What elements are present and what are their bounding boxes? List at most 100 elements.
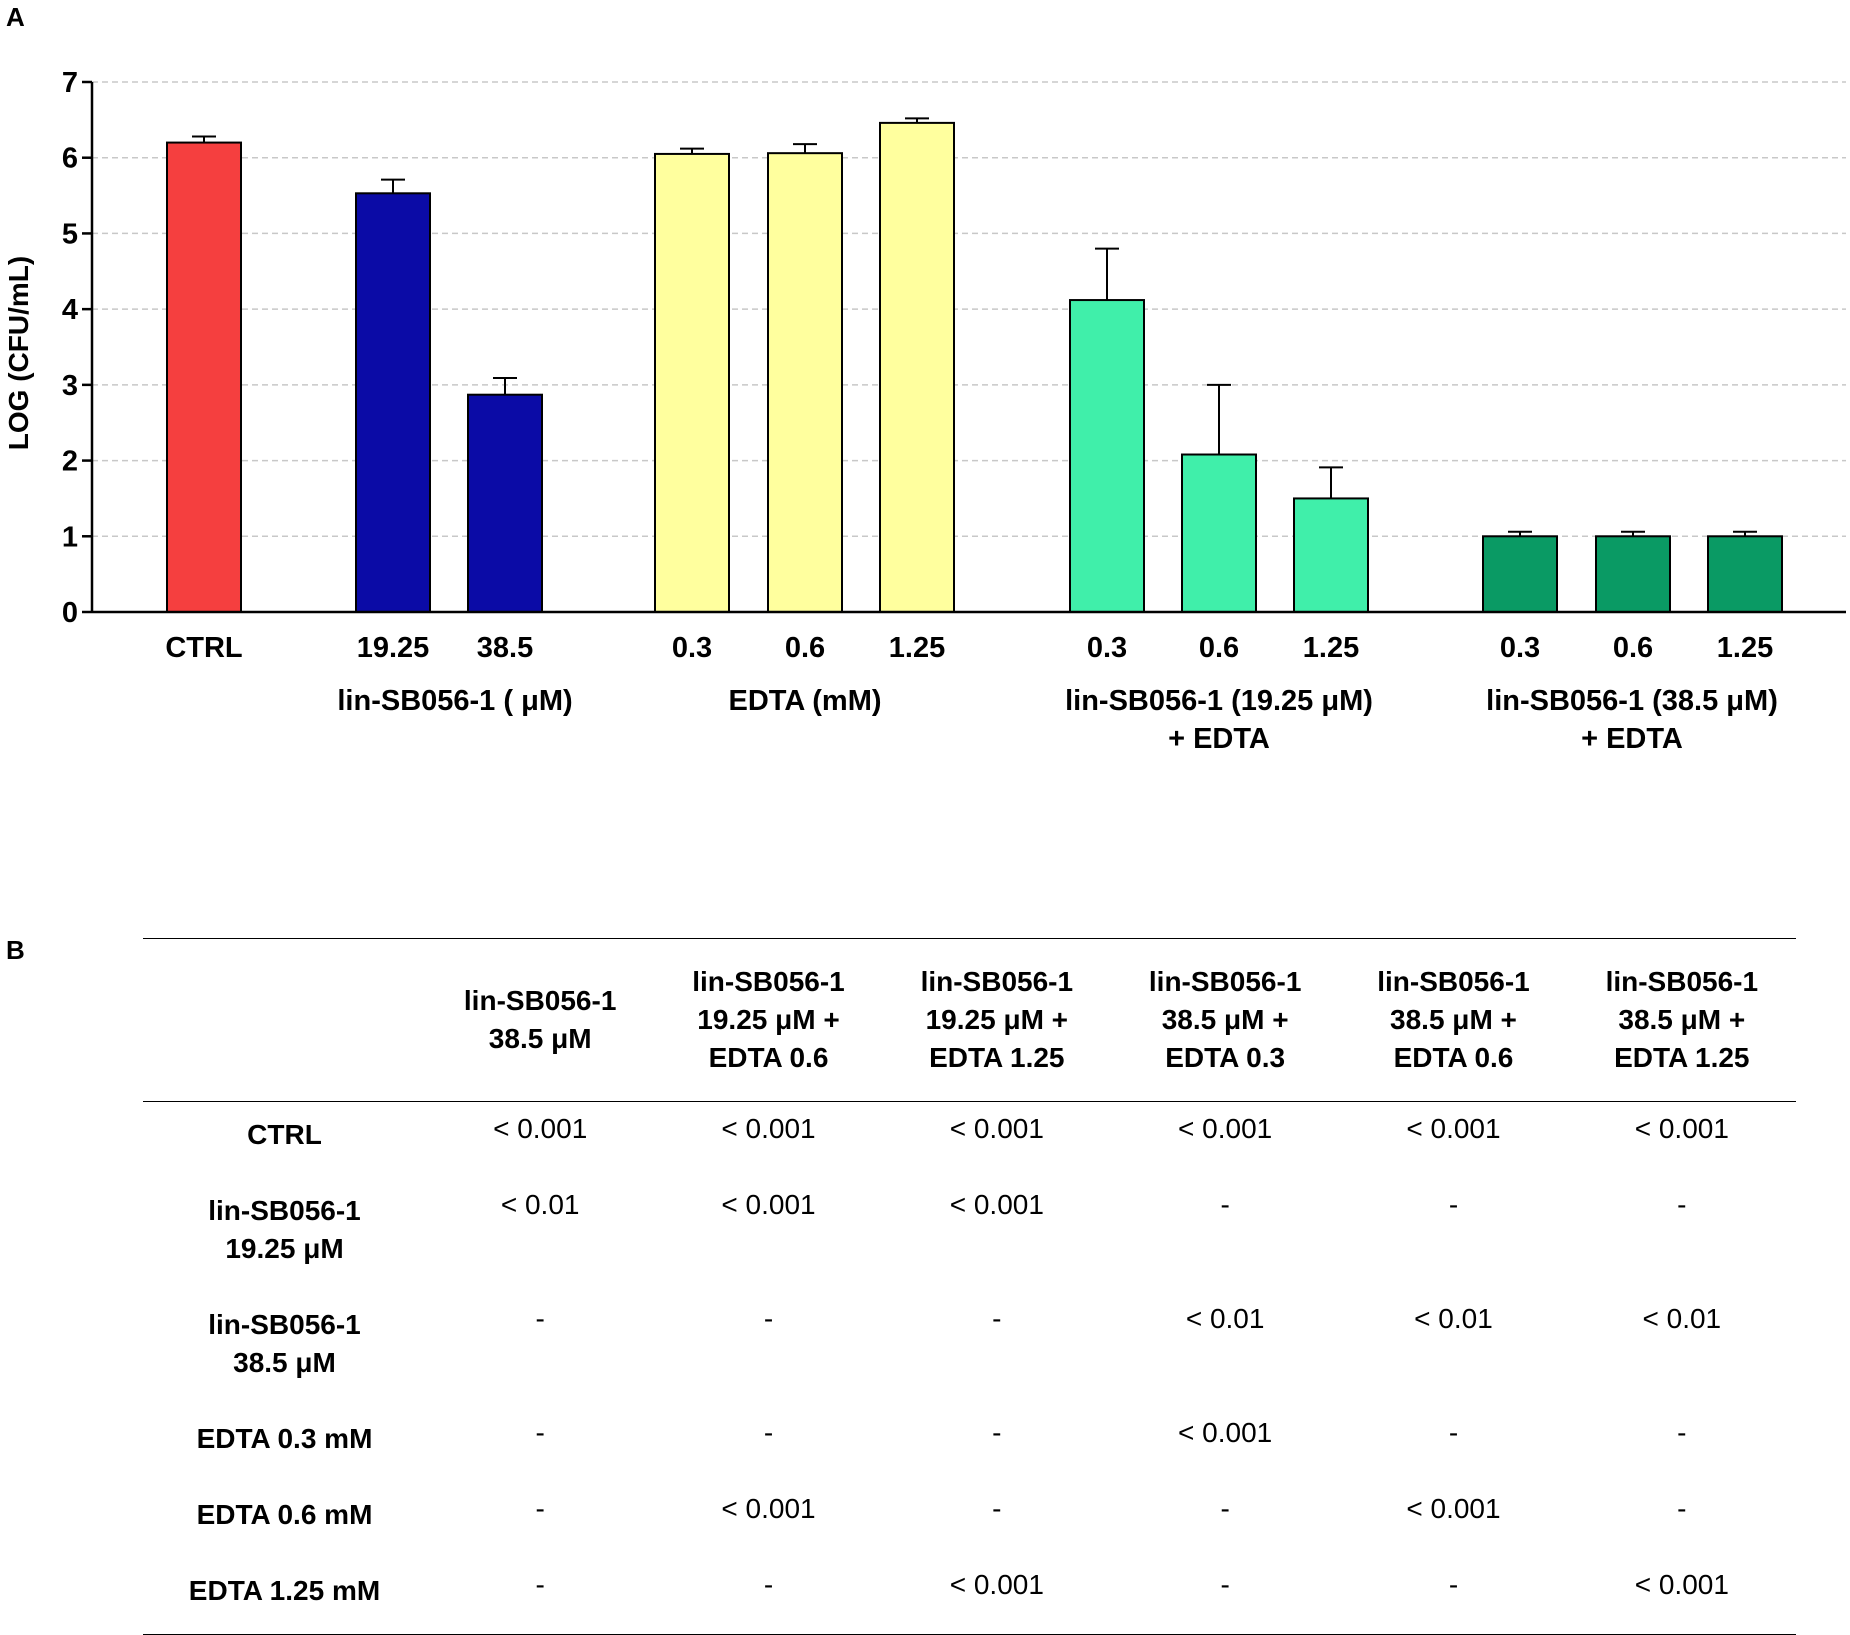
- p-value-cell: < 0.001: [1634, 1569, 1729, 1600]
- row-header: EDTA 0.6 mM: [143, 1482, 426, 1558]
- y-tick-label: 2: [62, 446, 78, 478]
- y-tick-label: 5: [62, 218, 78, 250]
- x-tick-label: 0.3: [1500, 632, 1540, 664]
- p-value-cell: -: [1448, 1569, 1459, 1600]
- axes: [90, 82, 1846, 614]
- x-tick-label: 19.25: [357, 632, 430, 664]
- bar: [1069, 299, 1145, 613]
- row-header: EDTA 0.3 mM: [143, 1406, 426, 1482]
- p-value-table-wrapper: lin-SB056-1 38.5 μM lin-SB056-1 19.25 μM + E…: [143, 938, 1796, 1635]
- column-header: lin-SB056-1 38.5 μM + EDTA 0.6: [1339, 939, 1567, 1102]
- p-value-cell: < 0.01: [1185, 1303, 1265, 1334]
- row-header: lin-SB056-1 19.25 μM: [143, 1178, 426, 1292]
- table-row: EDTA 0.6 mM - < 0.001 - - < 0.001 -: [143, 1482, 1796, 1558]
- x-tick-label: 0.3: [1087, 632, 1127, 664]
- p-value-cell: -: [763, 1417, 774, 1448]
- column-header: lin-SB056-1 19.25 μM + EDTA 0.6: [654, 939, 882, 1102]
- p-value-cell: -: [1220, 1493, 1230, 1524]
- bar-chart: 0 1 2 3 4 5 6 7 CTRL 19.25 38.5 0.3 0.6 1.25 0.3 0.6 1.…: [3, 67, 1846, 755]
- bar: [879, 121, 955, 613]
- column-header: lin-SB056-1 38.5 μM: [426, 939, 654, 1102]
- group-label: lin-SB056-1 ( μM): [337, 685, 572, 717]
- row-header: CTRL: [143, 1102, 426, 1179]
- x-tick-label: 0.6: [1199, 632, 1239, 664]
- p-value-cell: -: [1677, 1189, 1687, 1220]
- row-header-line: CTRL: [247, 1119, 322, 1150]
- p-value-cell: -: [1677, 1417, 1687, 1448]
- bar: [1707, 535, 1783, 613]
- table-row: CTRL < 0.001 < 0.001 < 0.001 < 0.001 < 0.001 <…: [143, 1102, 1796, 1179]
- p-value-cell: -: [763, 1569, 774, 1600]
- column-header-line: lin-SB056-1: [1148, 966, 1302, 997]
- x-tick-label: 1.25: [1717, 632, 1773, 664]
- table-header: lin-SB056-1 38.5 μM lin-SB056-1 19.25 μM + E…: [143, 938, 1796, 1102]
- p-value-cell: < 0.001: [949, 1113, 1044, 1144]
- y-tick-label: 7: [62, 67, 78, 99]
- table-row: EDTA 1.25 mM - - < 0.001 - - < 0.001: [143, 1558, 1796, 1635]
- x-tick-label: 0.6: [785, 632, 825, 664]
- column-header: lin-SB056-1 38.5 μM + EDTA 0.3: [1111, 939, 1339, 1102]
- y-tick-label: 1: [62, 521, 78, 553]
- y-tick-label: 4: [62, 294, 78, 326]
- column-header: lin-SB056-1 38.5 μM + EDTA 1.25: [1568, 939, 1796, 1102]
- x-tick-label: 1.25: [889, 632, 945, 664]
- column-header-line: lin-SB056-1: [692, 966, 845, 997]
- p-value-cell: < 0.001: [721, 1493, 816, 1524]
- p-value-cell: < 0.001: [1634, 1113, 1729, 1144]
- p-value-cell: -: [535, 1303, 545, 1334]
- y-ticks: 0 1 2 3 4 5 6 7: [62, 67, 92, 629]
- group-label: + EDTA: [1581, 723, 1683, 755]
- row-header: lin-SB056-1 38.5 μM: [143, 1292, 426, 1406]
- p-value-cell: -: [1220, 1569, 1230, 1600]
- panel-label-a: A: [6, 2, 25, 32]
- bar: [1293, 497, 1369, 613]
- column-header-line: EDTA 0.6: [1393, 1042, 1514, 1073]
- column-header-line: EDTA 1.25: [929, 1042, 1065, 1073]
- column-header-line: 19.25 μM +: [697, 1004, 840, 1035]
- bar: [166, 141, 242, 613]
- p-value-cell: -: [992, 1303, 1002, 1334]
- table-body: CTRL < 0.001 < 0.001 < 0.001 < 0.001 < 0.001 <…: [143, 1102, 1796, 1635]
- p-value-cell: < 0.001: [493, 1113, 588, 1144]
- row-header-line: EDTA 0.6 mM: [196, 1499, 373, 1530]
- p-value-cell: < 0.01: [500, 1189, 580, 1220]
- p-value-cell: < 0.01: [1414, 1303, 1493, 1334]
- column-header-line: 38.5 μM +: [1618, 1004, 1746, 1035]
- column-header-line: lin-SB056-1: [1605, 966, 1759, 997]
- p-value-cell: -: [1448, 1189, 1459, 1220]
- row-header-line: 19.25 μM: [225, 1233, 344, 1264]
- p-value-cell: < 0.001: [721, 1113, 816, 1144]
- category-labels: CTRL 19.25 38.5 0.3 0.6 1.25 0.3 0.6 1.25 0.3 0.6 1…: [165, 632, 1773, 664]
- row-header-line: EDTA 1.25 mM: [188, 1575, 381, 1606]
- p-value-cell: < 0.001: [1406, 1493, 1501, 1524]
- column-header-line: EDTA 0.6: [708, 1042, 829, 1073]
- column-header-line: lin-SB056-1: [463, 985, 617, 1016]
- corner-cell: [143, 939, 426, 1102]
- bar: [467, 393, 543, 614]
- bar: [1482, 535, 1558, 613]
- p-value-cell: < 0.001: [721, 1189, 816, 1220]
- bar: [654, 152, 730, 614]
- y-tick-label: 6: [62, 143, 78, 175]
- row-header-line: lin-SB056-1: [208, 1309, 361, 1340]
- column-header-line: lin-SB056-1: [1377, 966, 1530, 997]
- x-tick-label: 0.3: [672, 632, 712, 664]
- column-header-line: 38.5 μM +: [1161, 1004, 1289, 1035]
- p-value-cell: -: [763, 1303, 774, 1334]
- group-label: lin-SB056-1 (38.5 μM): [1486, 685, 1778, 717]
- p-value-cell: -: [992, 1493, 1002, 1524]
- x-tick-label: 0.6: [1613, 632, 1653, 664]
- p-value-cell: < 0.001: [1178, 1417, 1273, 1448]
- p-value-table: lin-SB056-1 38.5 μM lin-SB056-1 19.25 μM + E…: [143, 938, 1796, 1635]
- p-value-cell: < 0.001: [949, 1569, 1044, 1600]
- column-header-line: lin-SB056-1: [920, 966, 1074, 997]
- p-value-cell: -: [1448, 1417, 1459, 1448]
- p-value-cell: -: [535, 1417, 545, 1448]
- row-header-line: lin-SB056-1: [208, 1195, 361, 1226]
- p-value-cell: < 0.001: [1406, 1113, 1501, 1144]
- table-row: lin-SB056-1 38.5 μM - - - < 0.01 < 0.01 < 0.01: [143, 1292, 1796, 1406]
- group-label: + EDTA: [1168, 723, 1270, 755]
- x-tick-label: 38.5: [477, 632, 533, 664]
- column-header-line: 38.5 μM +: [1390, 1004, 1517, 1035]
- table-row: EDTA 0.3 mM - - - < 0.001 - -: [143, 1406, 1796, 1482]
